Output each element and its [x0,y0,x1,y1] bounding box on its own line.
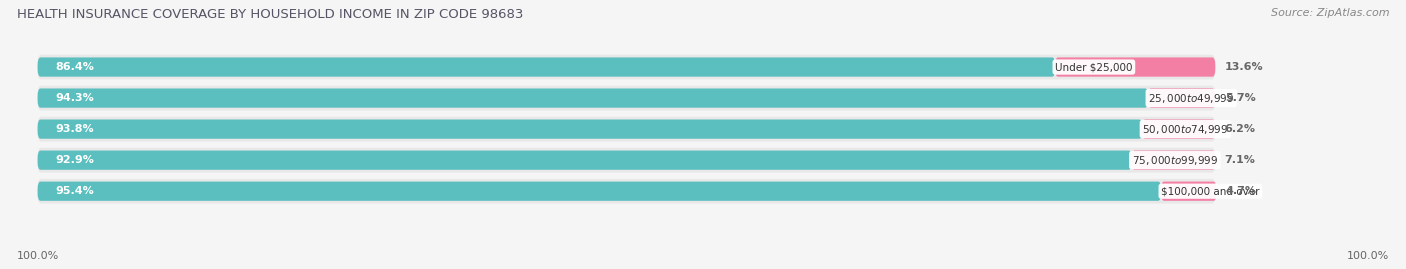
Text: 94.3%: 94.3% [55,93,94,103]
Text: 92.9%: 92.9% [55,155,94,165]
Text: 86.4%: 86.4% [55,62,94,72]
FancyBboxPatch shape [38,148,1215,173]
Text: $25,000 to $49,999: $25,000 to $49,999 [1149,91,1234,105]
Text: 93.8%: 93.8% [55,124,94,134]
Text: Source: ZipAtlas.com: Source: ZipAtlas.com [1271,8,1389,18]
FancyBboxPatch shape [1054,57,1215,77]
Text: 4.7%: 4.7% [1226,186,1257,196]
FancyBboxPatch shape [38,117,1215,141]
Text: $50,000 to $74,999: $50,000 to $74,999 [1142,123,1229,136]
Text: 7.1%: 7.1% [1225,155,1256,165]
Text: Under $25,000: Under $25,000 [1054,62,1133,72]
Text: $75,000 to $99,999: $75,000 to $99,999 [1132,154,1218,167]
FancyBboxPatch shape [38,57,1054,77]
Text: 6.2%: 6.2% [1225,124,1256,134]
FancyBboxPatch shape [38,119,1142,139]
FancyBboxPatch shape [38,151,1132,170]
FancyBboxPatch shape [38,179,1215,204]
Text: $100,000 and over: $100,000 and over [1161,186,1260,196]
FancyBboxPatch shape [1149,89,1215,108]
FancyBboxPatch shape [38,89,1149,108]
FancyBboxPatch shape [1142,119,1215,139]
FancyBboxPatch shape [38,55,1215,79]
Text: HEALTH INSURANCE COVERAGE BY HOUSEHOLD INCOME IN ZIP CODE 98683: HEALTH INSURANCE COVERAGE BY HOUSEHOLD I… [17,8,523,21]
FancyBboxPatch shape [1161,182,1216,201]
FancyBboxPatch shape [1132,151,1215,170]
Text: 5.7%: 5.7% [1225,93,1256,103]
FancyBboxPatch shape [38,182,1161,201]
FancyBboxPatch shape [38,86,1215,111]
Text: 100.0%: 100.0% [17,251,59,261]
Text: 13.6%: 13.6% [1225,62,1264,72]
Text: 100.0%: 100.0% [1347,251,1389,261]
Text: 95.4%: 95.4% [55,186,94,196]
